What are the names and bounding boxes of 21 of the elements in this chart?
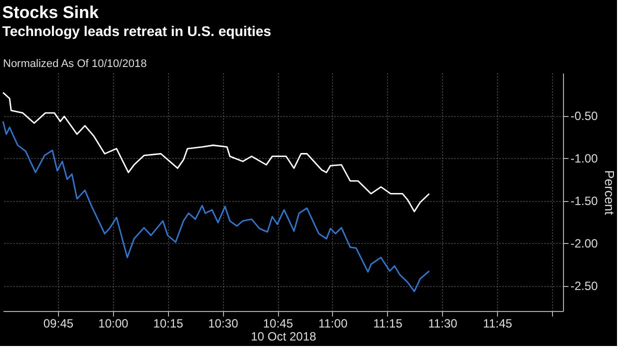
x-tick-label: 10:15 [153,316,184,330]
x-tick-label: 11:45 [483,316,513,330]
x-tick-label: 11:00 [318,316,348,330]
y-tick-label: -0.50 [570,109,598,123]
line-series [2,92,430,212]
x-axis-title: 10 Oct 2018 [250,330,317,344]
y-tick-label: -1.00 [570,152,598,166]
text: Normalized As Of 10/10/2018 [3,58,147,70]
x-tick-label: 09:45 [43,316,74,330]
x-tick-label: 11:30 [428,316,458,330]
x-tick-label: 10:00 [98,316,129,330]
chart-subtitle: Technology leads retreat in U.S. equities [2,23,272,39]
x-tick-label: 10:30 [208,316,238,330]
y-tick-label: -2.00 [570,236,598,250]
y-axis-title: Percent [602,170,617,216]
chart-title: Stocks Sink [2,3,100,22]
y-tick-label: -1.50 [570,194,598,208]
x-tick-label: 10:45 [262,316,294,330]
y-tick-label: -2.50 [570,279,598,293]
x-tick-label: 11:15 [373,316,403,330]
line-series [2,120,430,292]
